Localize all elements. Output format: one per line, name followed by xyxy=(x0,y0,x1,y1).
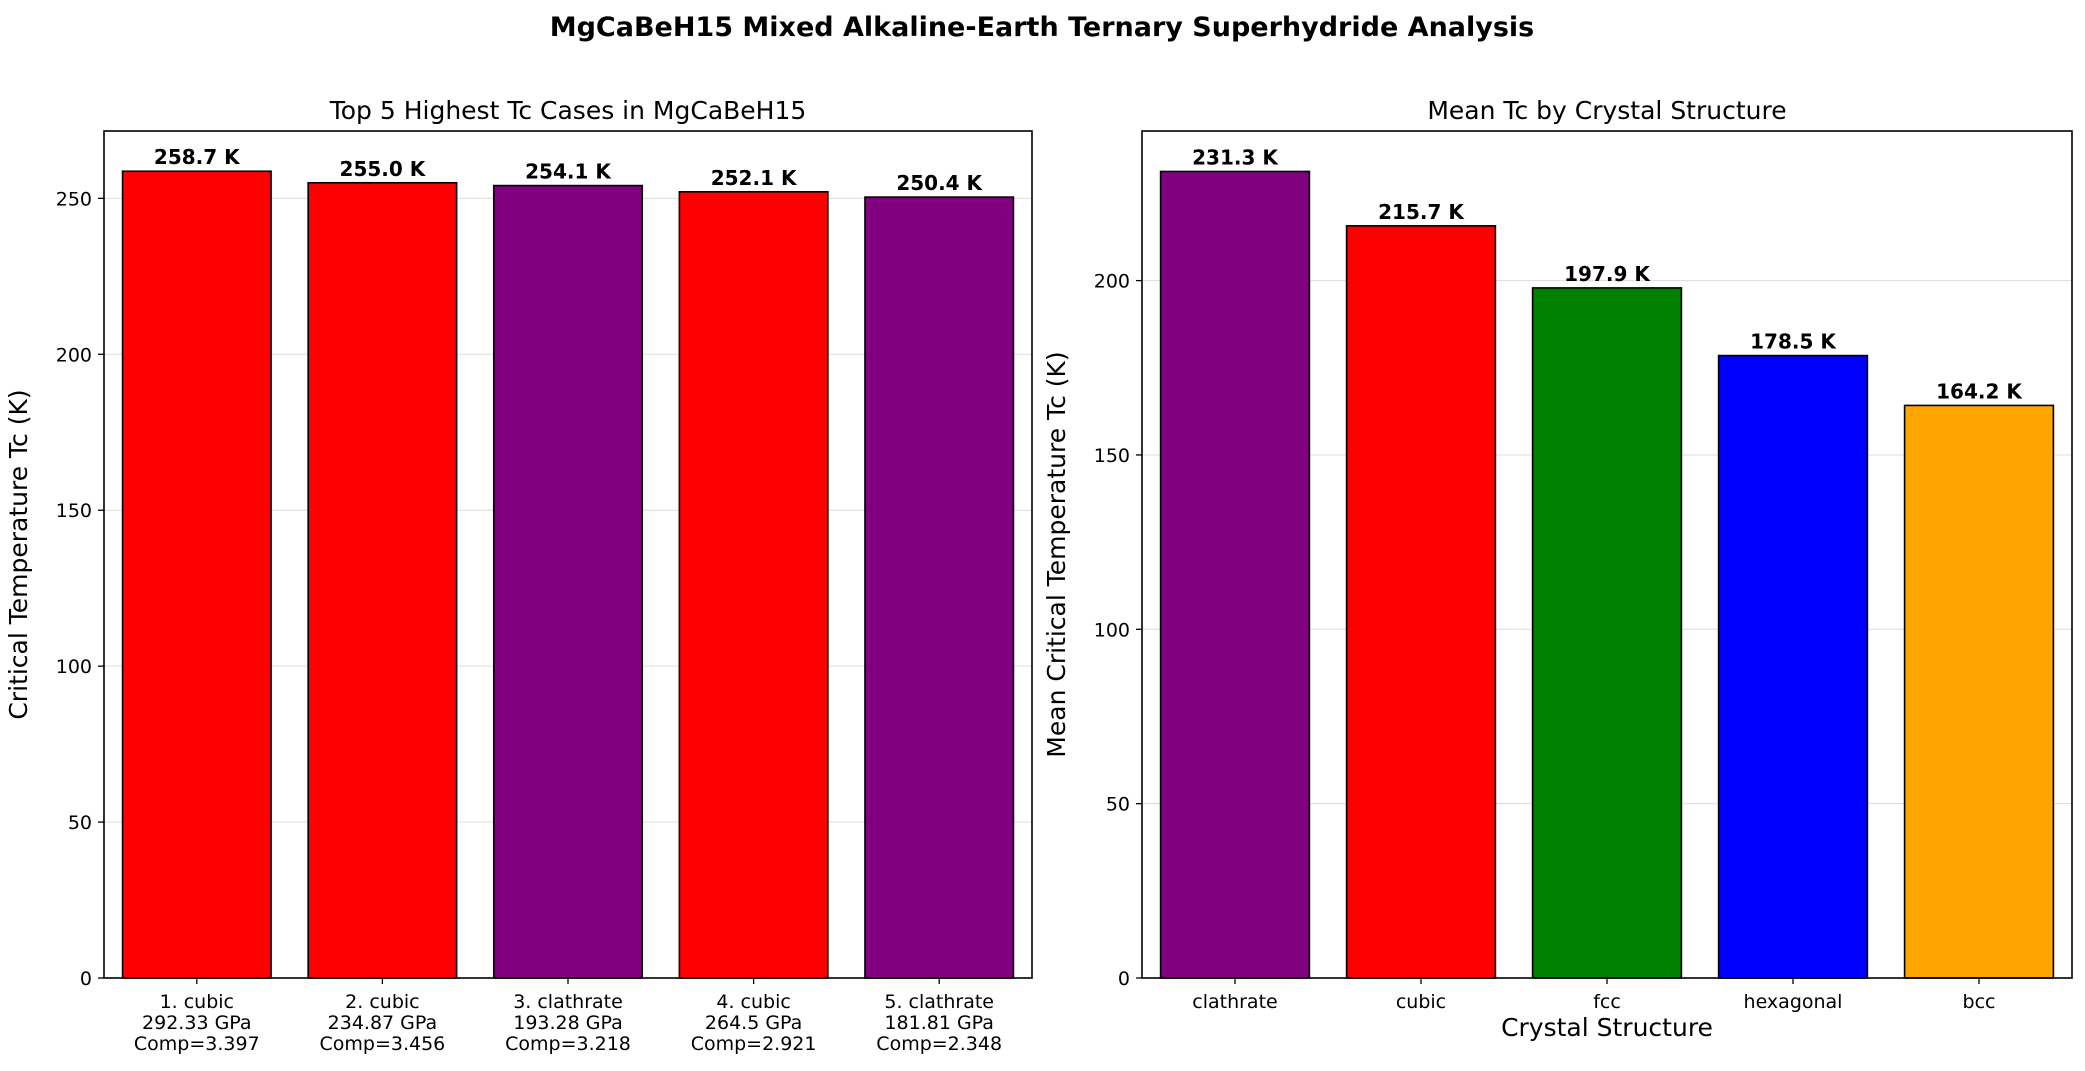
y-axis-label: Mean Critical Temperature Tc (K) xyxy=(1042,351,1071,757)
y-tick-label: 200 xyxy=(56,344,92,366)
x-tick-label-line: fcc xyxy=(1593,991,1621,1013)
x-tick-label: 4. cubic 264.5 GPa Comp=2.921 xyxy=(691,991,817,1055)
y-tick-label: 100 xyxy=(1094,619,1130,641)
y-tick-label: 200 xyxy=(1094,271,1130,293)
x-tick-label: 2. cubic 234.87 GPa Comp=3.456 xyxy=(320,991,446,1055)
x-tick-label-line: Comp=3.218 xyxy=(505,1033,631,1055)
y-tick-label: 250 xyxy=(56,188,92,210)
bar-bcc xyxy=(1903,404,2055,979)
bar-clathrate xyxy=(1159,170,1311,979)
y-tick-label: 0 xyxy=(80,968,92,990)
x-tick-label: hexagonal xyxy=(1744,991,1843,1013)
x-tick-label-line: 1. cubic xyxy=(160,991,234,1013)
x-tick-label-line: 3. clathrate xyxy=(513,991,623,1013)
x-tick-label-line: 264.5 GPa xyxy=(705,1012,802,1034)
axes-title: Top 5 Highest Tc Cases in MgCaBeH15 xyxy=(329,96,807,125)
x-tick-label: fcc xyxy=(1593,991,1621,1013)
x-tick-label-line: 234.87 GPa xyxy=(328,1012,438,1034)
figure-title: MgCaBeH15 Mixed Alkaline-Earth Ternary S… xyxy=(550,12,1535,43)
x-tick-label-line: Comp=2.348 xyxy=(876,1033,1002,1055)
axes-frame xyxy=(103,130,1033,979)
bar-value-label: 255.0 K xyxy=(340,157,427,181)
y-tick-label: 100 xyxy=(56,656,92,678)
bar-cubic xyxy=(678,191,829,979)
bar-value-label: 178.5 K xyxy=(1750,330,1837,354)
x-tick-label-line: 193.28 GPa xyxy=(513,1012,623,1034)
bar-cubic xyxy=(121,170,272,979)
x-tick-label-line: Comp=3.456 xyxy=(320,1033,446,1055)
x-tick-label: 3. clathrate 193.28 GPa Comp=3.218 xyxy=(505,991,631,1055)
y-tick-label: 50 xyxy=(1106,794,1130,816)
y-tick-label: 150 xyxy=(1094,445,1130,467)
bar-value-label: 258.7 K xyxy=(154,145,241,169)
axes-title: Mean Tc by Crystal Structure xyxy=(1427,96,1786,125)
bar-cubic xyxy=(1345,225,1497,979)
bar-value-label: 250.4 K xyxy=(896,171,983,195)
x-tick-label-line: cubic xyxy=(1396,991,1446,1013)
x-tick-label-line: hexagonal xyxy=(1744,991,1843,1013)
x-tick-label: 5. clathrate 181.81 GPa Comp=2.348 xyxy=(876,991,1002,1055)
x-tick-label-line: 5. clathrate xyxy=(884,991,994,1013)
x-tick-label-line: bcc xyxy=(1963,991,1996,1013)
bar-value-label: 197.9 K xyxy=(1564,262,1651,286)
chart-top5-tc: 258.7 K 1. cubic 292.33 GPa Comp=3.397 255.0… xyxy=(4,96,1033,1055)
bar-value-label: 231.3 K xyxy=(1192,145,1279,169)
bar-clathrate xyxy=(492,184,644,979)
y-tick-label: 150 xyxy=(56,500,92,522)
y-axis-label: Critical Temperature Tc (K) xyxy=(4,389,33,719)
bar-value-label: 215.7 K xyxy=(1378,200,1465,224)
x-tick-label-line: 4. cubic xyxy=(716,991,790,1013)
x-tick-label-line: Comp=2.921 xyxy=(691,1033,817,1055)
bar-value-label: 254.1 K xyxy=(525,160,612,184)
bar-clathrate xyxy=(864,196,1015,979)
bar-value-label: 164.2 K xyxy=(1936,379,2023,403)
x-tick-label-line: 292.33 GPa xyxy=(142,1012,252,1034)
x-tick-label-line: 181.81 GPa xyxy=(884,1012,994,1034)
y-tick-label: 50 xyxy=(68,812,92,834)
bar-cubic xyxy=(307,181,458,979)
x-tick-label-line: Comp=3.397 xyxy=(134,1033,260,1055)
axes-frame xyxy=(1141,130,2073,979)
x-tick-label: 1. cubic 292.33 GPa Comp=3.397 xyxy=(134,991,260,1055)
bar-value-label: 252.1 K xyxy=(711,166,798,190)
x-tick-label-line: clathrate xyxy=(1192,991,1277,1013)
x-tick-label: bcc xyxy=(1963,991,1996,1013)
x-tick-label: cubic xyxy=(1396,991,1446,1013)
x-tick-label-line: 2. cubic xyxy=(345,991,419,1013)
x-axis-label: Crystal Structure xyxy=(1501,1013,1713,1042)
y-tick-label: 0 xyxy=(1118,968,1130,990)
bar-fcc xyxy=(1531,287,1683,979)
bar-hexagonal xyxy=(1717,354,1869,979)
chart-mean-tc-by-structure: 231.3 K clathrate 215.7 K cubic 197.9 K fcc 17… xyxy=(1042,96,2073,1042)
x-tick-label: clathrate xyxy=(1192,991,1277,1013)
